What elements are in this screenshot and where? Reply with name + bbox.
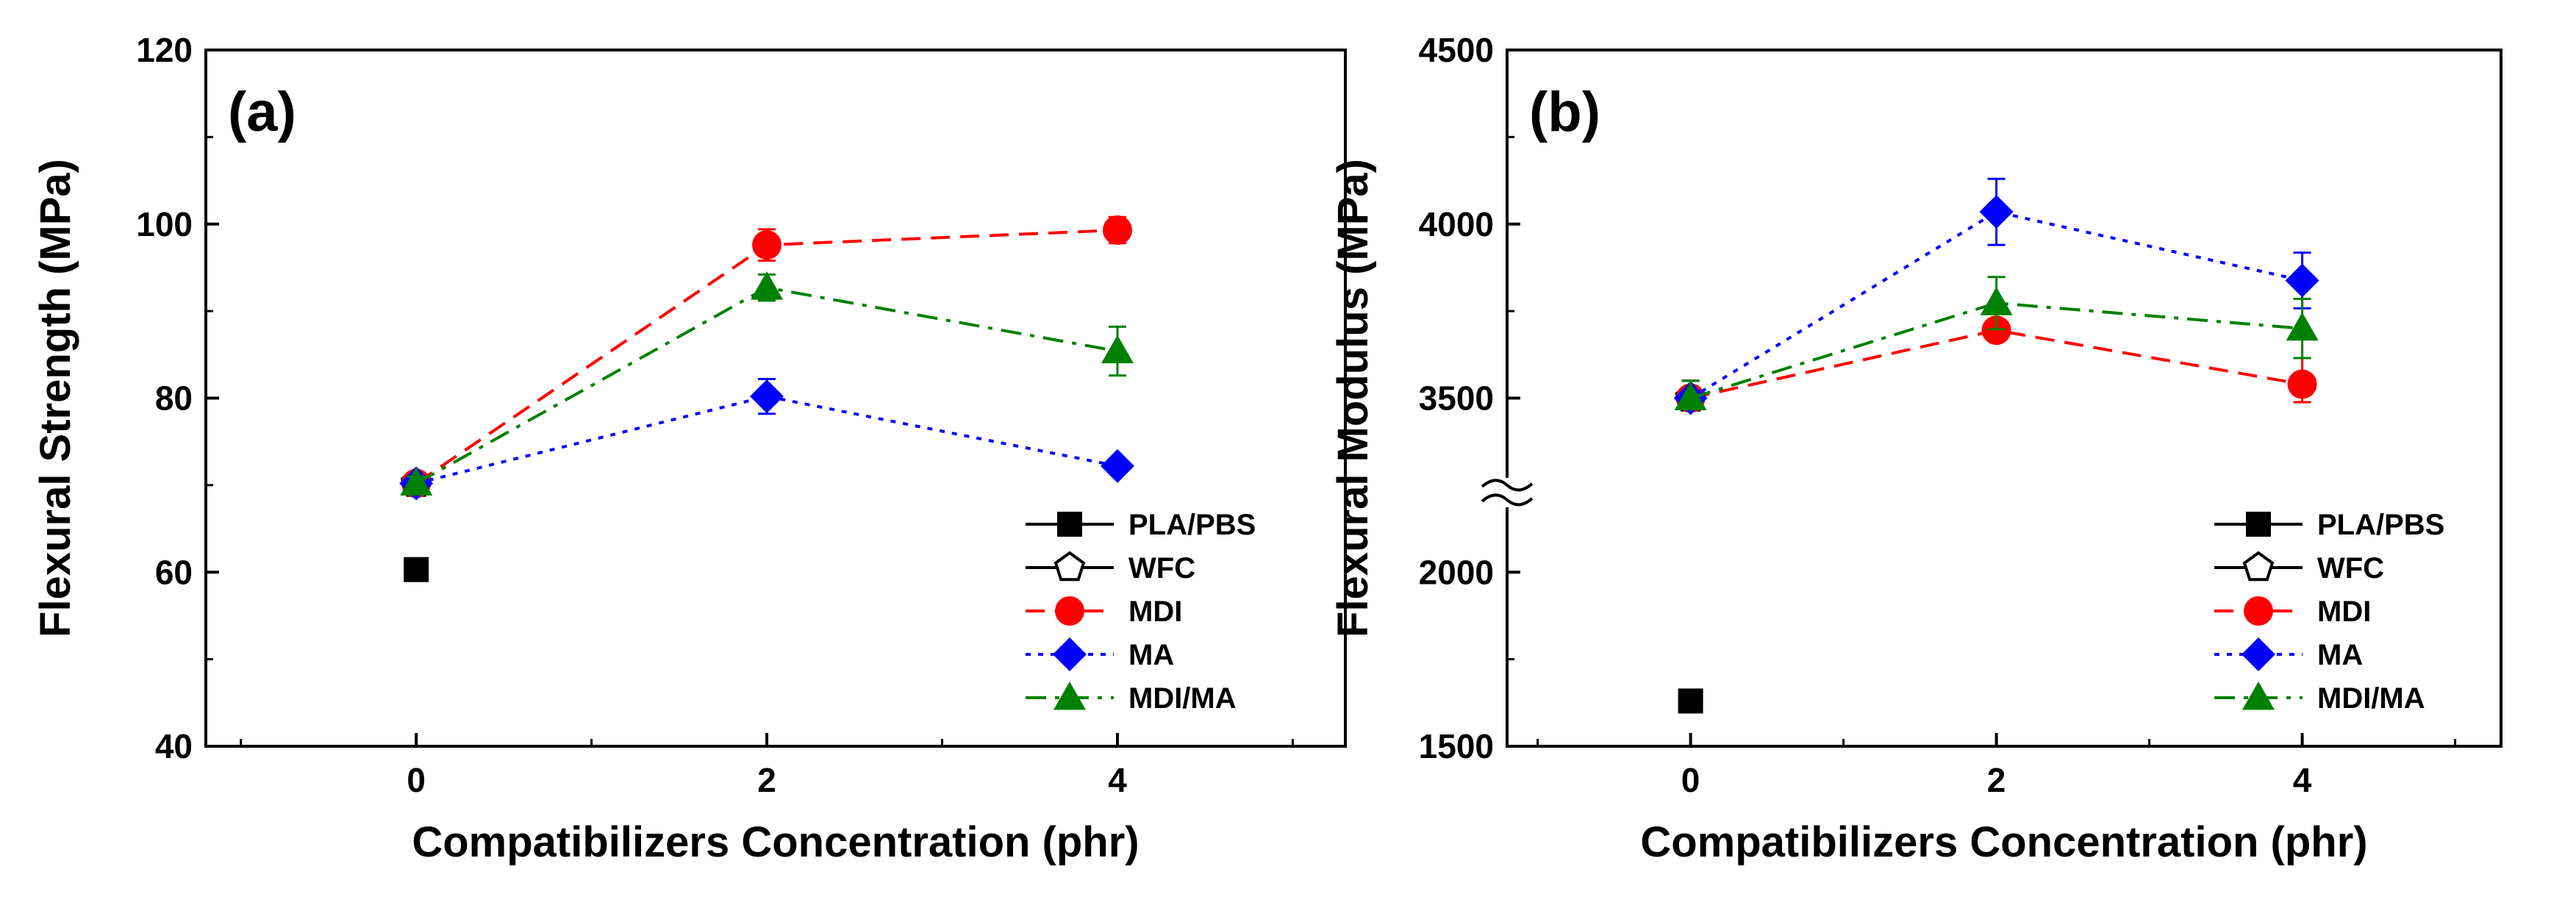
chart-panel-b: 1500 2000 3500 4000 4500 0 2 4 Compatibilizers C… <box>1329 31 2502 866</box>
data-point <box>404 557 429 582</box>
y-tick-label: 2000 <box>1419 553 1494 591</box>
y-tick-label: 4000 <box>1419 205 1494 243</box>
series-pla-pbs <box>404 557 429 582</box>
legend-label: MA <box>1128 639 1174 671</box>
y-tick-label: 100 <box>136 205 193 243</box>
series-line <box>1689 210 2303 400</box>
data-point <box>752 230 782 260</box>
legend-marker <box>1053 637 1087 671</box>
series-mdi-ma <box>1674 276 2319 410</box>
x-tick-label: 0 <box>1681 761 1700 799</box>
legend-marker <box>1057 512 1082 537</box>
y-tick-label: 60 <box>155 553 193 591</box>
series-line <box>415 229 1118 485</box>
x-tick-label: 4 <box>2293 761 2312 799</box>
x-tick-label: 2 <box>757 761 776 799</box>
y-tick-label: 3500 <box>1419 379 1494 418</box>
y-tick-label: 1500 <box>1419 727 1494 765</box>
y-axis-title: Flexural Strength (MPa) <box>32 159 79 637</box>
legend-marker <box>2244 596 2273 626</box>
legend-marker <box>2242 682 2275 710</box>
legend-label: PLA/PBS <box>2317 509 2444 541</box>
series-mdi <box>401 215 1132 498</box>
data-point <box>400 467 433 496</box>
series-mdi-ma <box>400 271 1134 496</box>
data-point <box>751 271 784 300</box>
chart-panel-a: 40 60 80 100 120 0 2 4 Compatibilizers Concentra… <box>32 31 1347 866</box>
legend-label: MDI/MA <box>2317 682 2425 715</box>
data-point <box>1674 382 1707 410</box>
data-point <box>1101 335 1134 364</box>
legend: PLA/PBS WFC MDI MA MDI/MA <box>2214 509 2444 715</box>
y-tick-label: 80 <box>155 379 193 418</box>
legend-label: MA <box>2317 639 2363 671</box>
series-pla-pbs <box>1678 688 1703 714</box>
series-line <box>1690 301 2303 400</box>
series-line <box>1690 329 2303 400</box>
data-point <box>1101 448 1134 483</box>
legend-label: WFC <box>1128 552 1195 585</box>
legend-label: PLA/PBS <box>1128 509 1256 541</box>
axis-break-mark <box>1481 479 1534 492</box>
axis-break-gap <box>1485 477 1529 507</box>
x-axis-title: Compatibilizers Concentration (phr) <box>412 818 1139 866</box>
legend-label: MDI <box>2317 596 2371 628</box>
x-axis-title: Compatibilizers Concentration (phr) <box>1640 818 2367 866</box>
data-point <box>1103 215 1132 246</box>
legend-marker <box>2242 551 2275 582</box>
data-point <box>2286 312 2319 341</box>
legend: PLA/PBS WFC MDI MA MDI/MA <box>1026 509 1256 715</box>
y-tick-label: 4500 <box>1419 31 1494 69</box>
axis-break-mark <box>1481 493 1534 507</box>
data-point <box>750 379 784 414</box>
x-tick-label: 0 <box>407 761 426 799</box>
legend-label: WFC <box>2317 552 2384 585</box>
legend-marker <box>2246 512 2271 537</box>
y-tick-label: 40 <box>155 727 193 765</box>
legend-marker <box>1055 596 1084 626</box>
data-point <box>1979 195 2014 229</box>
legend-label: MDI <box>1128 596 1182 628</box>
legend-marker <box>2242 637 2275 671</box>
legend-marker <box>1053 682 1086 710</box>
series-ma <box>399 377 1134 501</box>
panel-label: (a) <box>228 81 296 143</box>
x-tick-label: 2 <box>1987 761 2006 799</box>
data-point <box>2287 369 2317 399</box>
legend-marker <box>1053 551 1086 582</box>
y-axis-title: Flexural Modulus (MPa) <box>1329 159 1377 637</box>
data-point <box>2285 263 2319 298</box>
panel-label: (b) <box>1529 81 1600 143</box>
legend-label: MDI/MA <box>1128 682 1237 715</box>
x-tick-label: 4 <box>1108 761 1127 799</box>
data-point <box>1980 287 2013 315</box>
y-tick-label: 120 <box>136 31 193 69</box>
data-point <box>1678 688 1703 714</box>
